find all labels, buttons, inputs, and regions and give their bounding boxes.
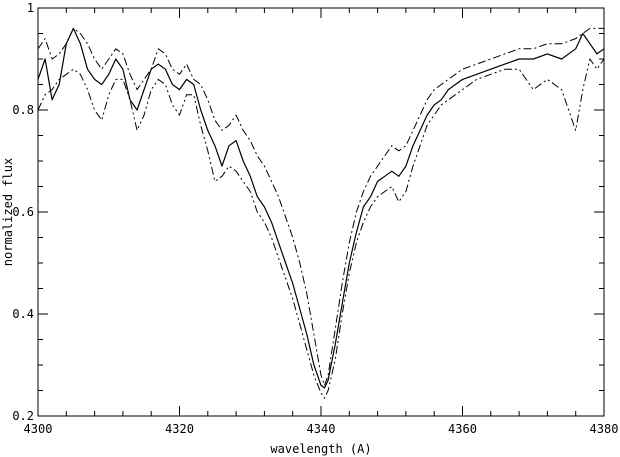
x-tick-label: 4380 [590,422,619,436]
x-tick-label: 4360 [448,422,477,436]
series-layer [37,27,605,399]
y-tick-label: 0.2 [12,409,34,423]
spectrum-series-dash-dot [37,27,604,386]
y-tick-label: 0.4 [12,307,34,321]
x-axis-title: wavelength (A) [270,442,371,456]
ticks-layer: 4300 4320 4340 4360 4380 0.2 0.4 0.6 0.8 1 [12,1,618,436]
spectrum-series-solid [37,27,605,389]
y-tick-label: 0.6 [12,205,34,219]
y-axis-title: normalized flux [1,158,15,266]
x-tick-label: 4340 [307,422,336,436]
y-tick-label: 1 [27,1,34,15]
spectrum-series-dash-dot-dot [37,58,605,399]
x-tick-label: 4300 [24,422,53,436]
y-tick-label: 0.8 [12,103,34,117]
x-tick-label: 4320 [165,422,194,436]
